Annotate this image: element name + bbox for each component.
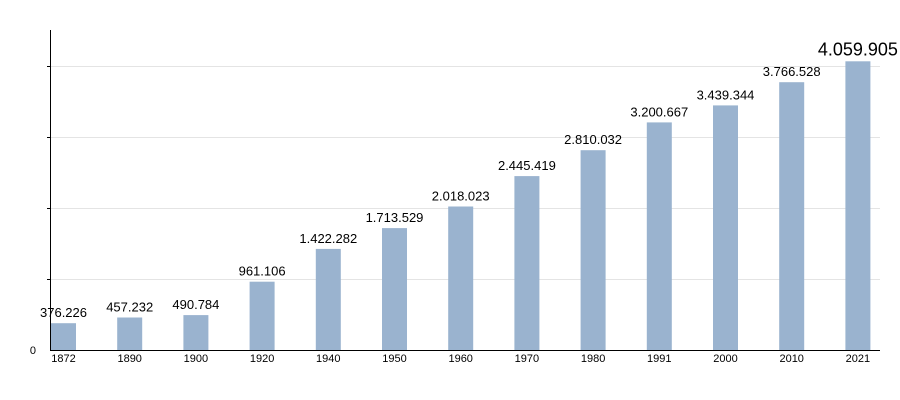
bar-2000 [713,105,738,351]
x-tick-label-1872: 1872 [51,353,75,365]
bar-1970 [514,176,540,350]
bar-1991 [646,122,672,351]
bar-1940 [315,248,341,350]
data-label-1960: 2.018.023 [432,189,490,204]
data-label-1890: 457.232 [106,300,153,315]
data-label-1940: 1.422.282 [299,231,357,246]
y-tick-label-0: 0 [30,345,36,357]
data-label-1991: 3.200.667 [630,104,688,119]
data-label-1872: 376.226 [40,305,87,320]
x-tick-label-1980: 1980 [581,353,605,365]
x-tick-label-1950: 1950 [382,353,406,365]
bar-1950 [382,228,407,350]
bar-1980 [580,150,606,350]
data-label-2010: 3.766.528 [763,64,821,79]
bar-2021 [845,61,871,351]
data-labels: 376.226 457.232 490.784 961.106 1.422.282 1.7… [40,39,898,320]
bar-1900 [183,315,209,350]
x-tick-label-1991: 1991 [647,353,671,365]
data-label-2000: 3.439.344 [697,87,755,102]
x-tick-label-1900: 1900 [184,353,208,365]
x-tick-label-2010: 2010 [779,353,803,365]
bar-1872 [51,323,76,350]
data-label-1970: 2.445.419 [498,158,556,173]
axes: 1872 1890 1900 1920 1940 1950 1960 1970 1980 1991… [30,30,880,365]
x-tick-label-2021: 2021 [846,353,870,365]
x-tick-label-2000: 2000 [713,353,737,365]
bars [51,61,871,351]
bar-1960 [448,206,474,350]
x-tick-label-1940: 1940 [316,353,340,365]
bar-2010 [779,82,805,350]
data-label-1980: 2.810.032 [564,132,622,147]
x-tick-label-1970: 1970 [515,353,539,365]
data-label-1920: 961.106 [239,264,286,279]
data-label-1900: 490.784 [172,297,219,312]
x-tick-label-1960: 1960 [448,353,472,365]
x-tick-label-1890: 1890 [117,353,141,365]
x-tick-label-1920: 1920 [250,353,274,365]
bar-1920 [249,281,275,350]
data-label-1950: 1.713.529 [366,210,424,225]
data-label-2021: 4.059.905 [818,39,898,59]
bar-1890 [117,317,143,350]
